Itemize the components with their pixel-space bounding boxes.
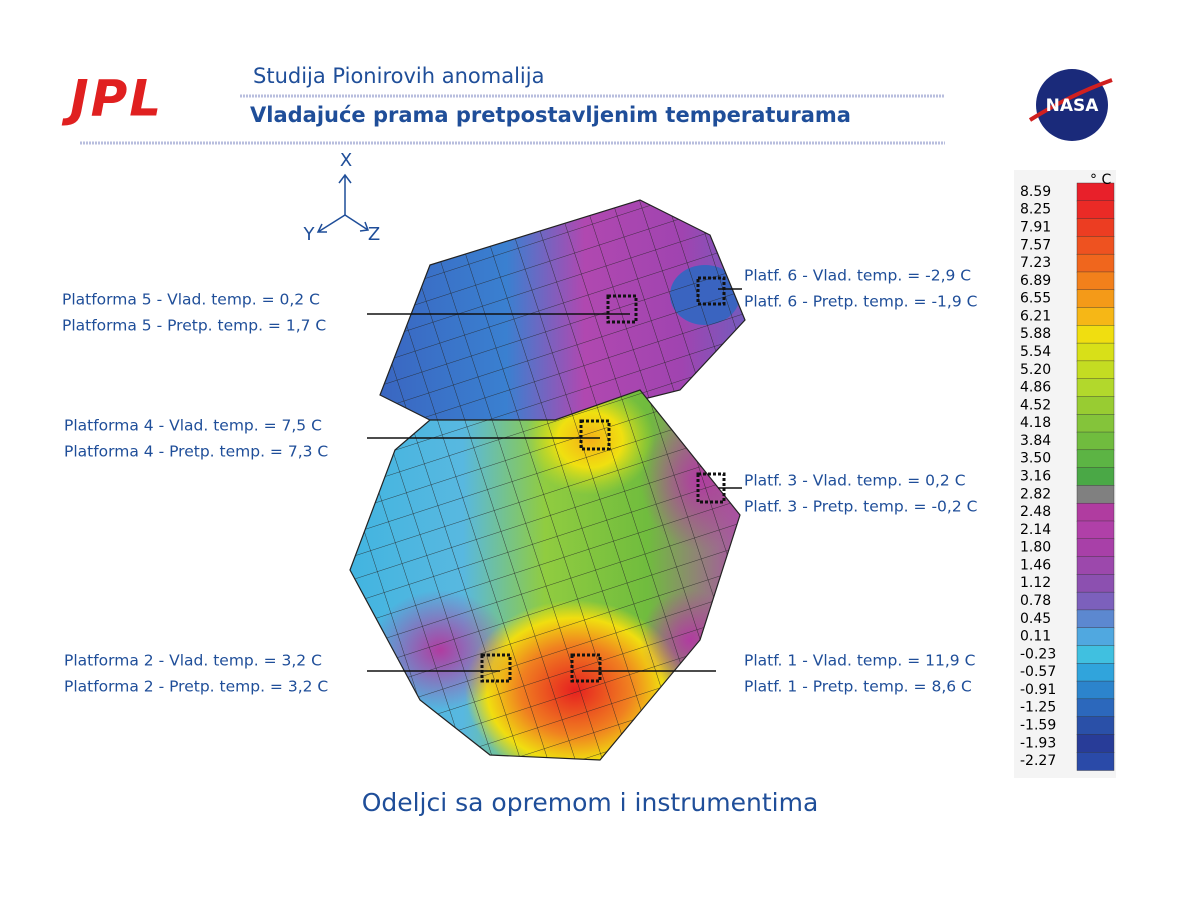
colorbar-label: 8.59 (1020, 184, 1051, 200)
colorbar-label: 3.50 (1020, 451, 1051, 467)
colorbar-label: 5.20 (1020, 362, 1051, 378)
colorbar-label: -0.57 (1020, 664, 1056, 680)
colorbar-swatch (1076, 663, 1115, 682)
colorbar-label: 4.18 (1020, 415, 1051, 431)
axes-icon (316, 173, 370, 233)
colorbar-label: 6.89 (1020, 273, 1051, 289)
colorbar-label: 0.78 (1020, 593, 1051, 609)
colorbar-label: 5.54 (1020, 344, 1051, 360)
colorbar-swatch (1076, 414, 1115, 433)
annotation-line: Platforma 4 - Pretp. temp. = 7,3 C (64, 443, 328, 461)
annotation-line: Platforma 5 - Pretp. temp. = 1,7 C (62, 317, 326, 335)
leader-line (367, 288, 742, 672)
colorbar-swatch (1076, 698, 1115, 718)
colorbar-swatch (1076, 734, 1115, 753)
colorbar-label: 2.14 (1020, 522, 1051, 538)
subtitle: Vladajuće prama pretpostavljenim tempera… (250, 103, 851, 127)
colorbar-swatch (1076, 431, 1115, 451)
colorbar-label: 6.21 (1020, 308, 1051, 324)
annotation-line: Platforma 4 - Vlad. temp. = 7,5 C (64, 417, 322, 435)
colorbar-label: 1.12 (1020, 575, 1051, 591)
colorbar-label: -1.93 (1020, 735, 1056, 751)
colorbar-label: 2.82 (1020, 486, 1051, 502)
colorbar-label: 7.57 (1020, 237, 1051, 253)
colorbar-swatch (1076, 378, 1115, 398)
colorbar-swatch (1076, 449, 1115, 469)
colorbar-swatch (1076, 467, 1115, 487)
colorbar-label: 0.45 (1020, 611, 1051, 627)
colorbar-label: 3.16 (1020, 469, 1051, 485)
colorbar-label: -0.23 (1020, 646, 1056, 662)
colorbar-swatch (1076, 645, 1115, 664)
annotation-line: Platforma 2 - Pretp. temp. = 3,2 C (64, 678, 328, 696)
colorbar-label: 4.52 (1020, 397, 1051, 413)
colorbar-label: 1.46 (1020, 557, 1051, 573)
colorbar-label: 5.88 (1020, 326, 1051, 342)
annotation-line: Platforma 5 - Vlad. temp. = 0,2 C (62, 291, 320, 309)
colorbar-label: 1.80 (1020, 540, 1051, 556)
annotation-line: Platf. 6 - Pretp. temp. = -1,9 C (744, 293, 977, 311)
colorbar-swatch (1076, 218, 1115, 238)
colorbar-swatch (1076, 342, 1115, 362)
colorbar-swatch (1076, 591, 1115, 611)
colorbar-label: -1.59 (1020, 718, 1056, 734)
colorbar-swatch (1076, 253, 1115, 273)
nasa-swoosh (1028, 78, 1113, 122)
annotation-line: Platf. 1 - Vlad. temp. = 11,9 C (744, 652, 975, 670)
colorbar-label: 8.25 (1020, 202, 1051, 218)
colorbar-swatch (1076, 609, 1115, 629)
axis-label: Z (368, 224, 380, 245)
colorbar-swatch (1076, 271, 1115, 291)
title: Studija Pionirovih anomalija (253, 64, 544, 88)
colorbar-swatch (1076, 307, 1115, 327)
colorbar-label: 0.11 (1020, 629, 1051, 645)
colorbar-label: -2.27 (1020, 753, 1056, 769)
colorbar-swatch (1076, 627, 1115, 647)
annotation-line: Platf. 3 - Pretp. temp. = -0,2 C (744, 498, 977, 516)
colorbar-swatch (1076, 360, 1115, 380)
jpl-logo: JPL (61, 70, 163, 128)
colorbar-swatch (1076, 289, 1115, 309)
colorbar-swatch (1076, 752, 1115, 771)
colorbar-label: -1.25 (1020, 700, 1056, 716)
colorbar-swatch (1076, 485, 1115, 504)
colorbar-label: 7.23 (1020, 255, 1051, 271)
colorbar-swatch (1076, 716, 1115, 736)
nasa-text: NASA (1046, 96, 1100, 116)
annotation-line: Platforma 2 - Vlad. temp. = 3,2 C (64, 652, 322, 670)
colorbar-label: 2.48 (1020, 504, 1051, 520)
colorbar-swatch (1076, 574, 1115, 593)
colorbar-swatch (1076, 520, 1115, 540)
colorbar-swatch (1076, 680, 1115, 700)
colorbar-swatch (1076, 325, 1115, 344)
colorbar-swatch (1076, 236, 1115, 255)
annotations: Platforma 5 - Vlad. temp. = 0,2 C Platfor… (62, 267, 977, 696)
colorbar-unit: ° C (1090, 172, 1111, 188)
colorbar-label: 6.55 (1020, 291, 1051, 307)
axis-label: X (340, 150, 352, 171)
axis-label: Y (303, 224, 316, 245)
colorbar-swatch (1076, 200, 1115, 220)
colorbar-swatch (1076, 556, 1115, 576)
annotation-line: Platf. 1 - Pretp. temp. = 8,6 C (744, 678, 972, 696)
caption: Odeljci sa opremom i instrumentima (362, 788, 819, 817)
colorbar-swatch (1076, 396, 1115, 415)
colorbar-label: 7.91 (1020, 219, 1051, 235)
colorbar-label: -0.91 (1020, 682, 1056, 698)
colorbar-label: 3.84 (1020, 433, 1051, 449)
colorbar: 8.59 8.257.91 7.57 7.23 6.89 6.556.21 5.88 5.54… (1014, 170, 1116, 778)
colorbar-swatch (1076, 538, 1115, 558)
annotation-line: Platf. 6 - Vlad. temp. = -2,9 C (744, 267, 971, 285)
annotation-line: Platf. 3 - Vlad. temp. = 0,2 C (744, 472, 966, 490)
colorbar-label: 4.86 (1020, 380, 1051, 396)
colorbar-swatch (1076, 502, 1115, 522)
